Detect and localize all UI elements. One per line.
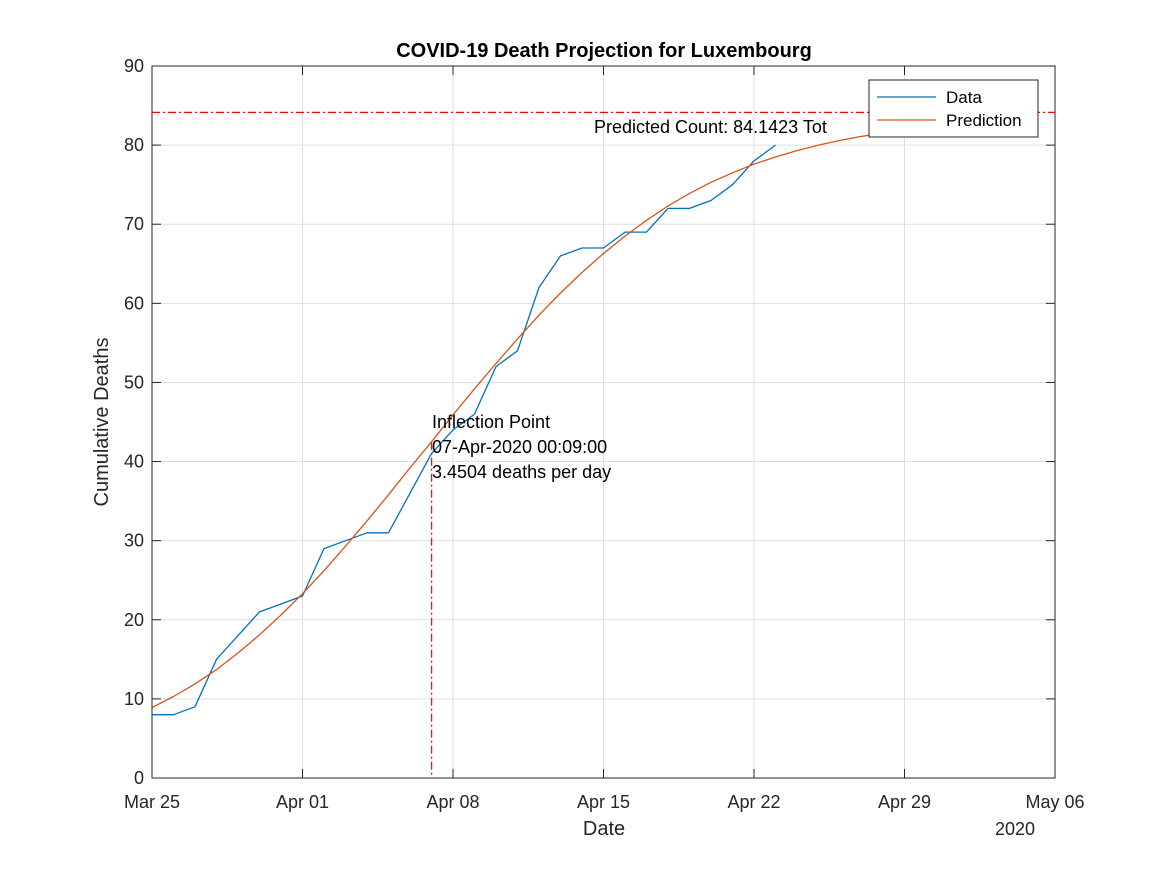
annotations: Predicted Count: 84.1423 Tot Inflection … (432, 117, 827, 482)
x-tick-label: Mar 25 (124, 792, 180, 812)
x-tick-label: Apr 15 (577, 792, 630, 812)
x-axis-label: Date (583, 818, 625, 840)
inflection-label-line-2: 07-Apr-2020 00:09:00 (432, 437, 607, 457)
y-tick-label: 70 (124, 214, 144, 234)
prediction-series-line (151, 129, 905, 709)
chart-title: COVID-19 Death Projection for Luxembourg (396, 40, 812, 62)
x-axis-year-label: 2020 (995, 819, 1035, 839)
inflection-label-line-1: Inflection Point (432, 412, 550, 432)
legend: Data Prediction (868, 79, 1039, 138)
y-tick-label: 80 (124, 135, 144, 155)
x-tick-label: Apr 08 (426, 792, 479, 812)
y-tick-label: 0 (134, 768, 144, 788)
y-tick-label: 90 (124, 56, 144, 76)
y-tick-label: 30 (124, 531, 144, 551)
y-tick-label: 50 (124, 372, 144, 392)
y-tick-label: 60 (124, 293, 144, 313)
inflection-label-line-3: 3.4504 deaths per day (432, 462, 611, 482)
predicted-count-label: Predicted Count: 84.1423 Tot (594, 117, 827, 137)
y-axis-label: Cumulative Deaths (91, 338, 113, 507)
ticks (151, 65, 1056, 779)
legend-label-data: Data (946, 88, 982, 107)
y-tick-label: 10 (124, 689, 144, 709)
data-series-line (152, 144, 776, 716)
x-tick-label: Apr 29 (878, 792, 931, 812)
series-group (151, 129, 905, 716)
legend-box (868, 79, 1039, 138)
x-tick-label: Apr 01 (276, 792, 329, 812)
legend-label-prediction: Prediction (946, 111, 1022, 130)
x-tick-label: May 06 (1025, 792, 1084, 812)
y-tick-label: 20 (124, 610, 144, 630)
y-tick-label: 40 (124, 452, 144, 472)
x-tick-label: Apr 22 (727, 792, 780, 812)
tick-labels: Mar 25 Apr 01 Apr 08 Apr 15 Apr 22 Apr 29 May … (124, 56, 1085, 812)
